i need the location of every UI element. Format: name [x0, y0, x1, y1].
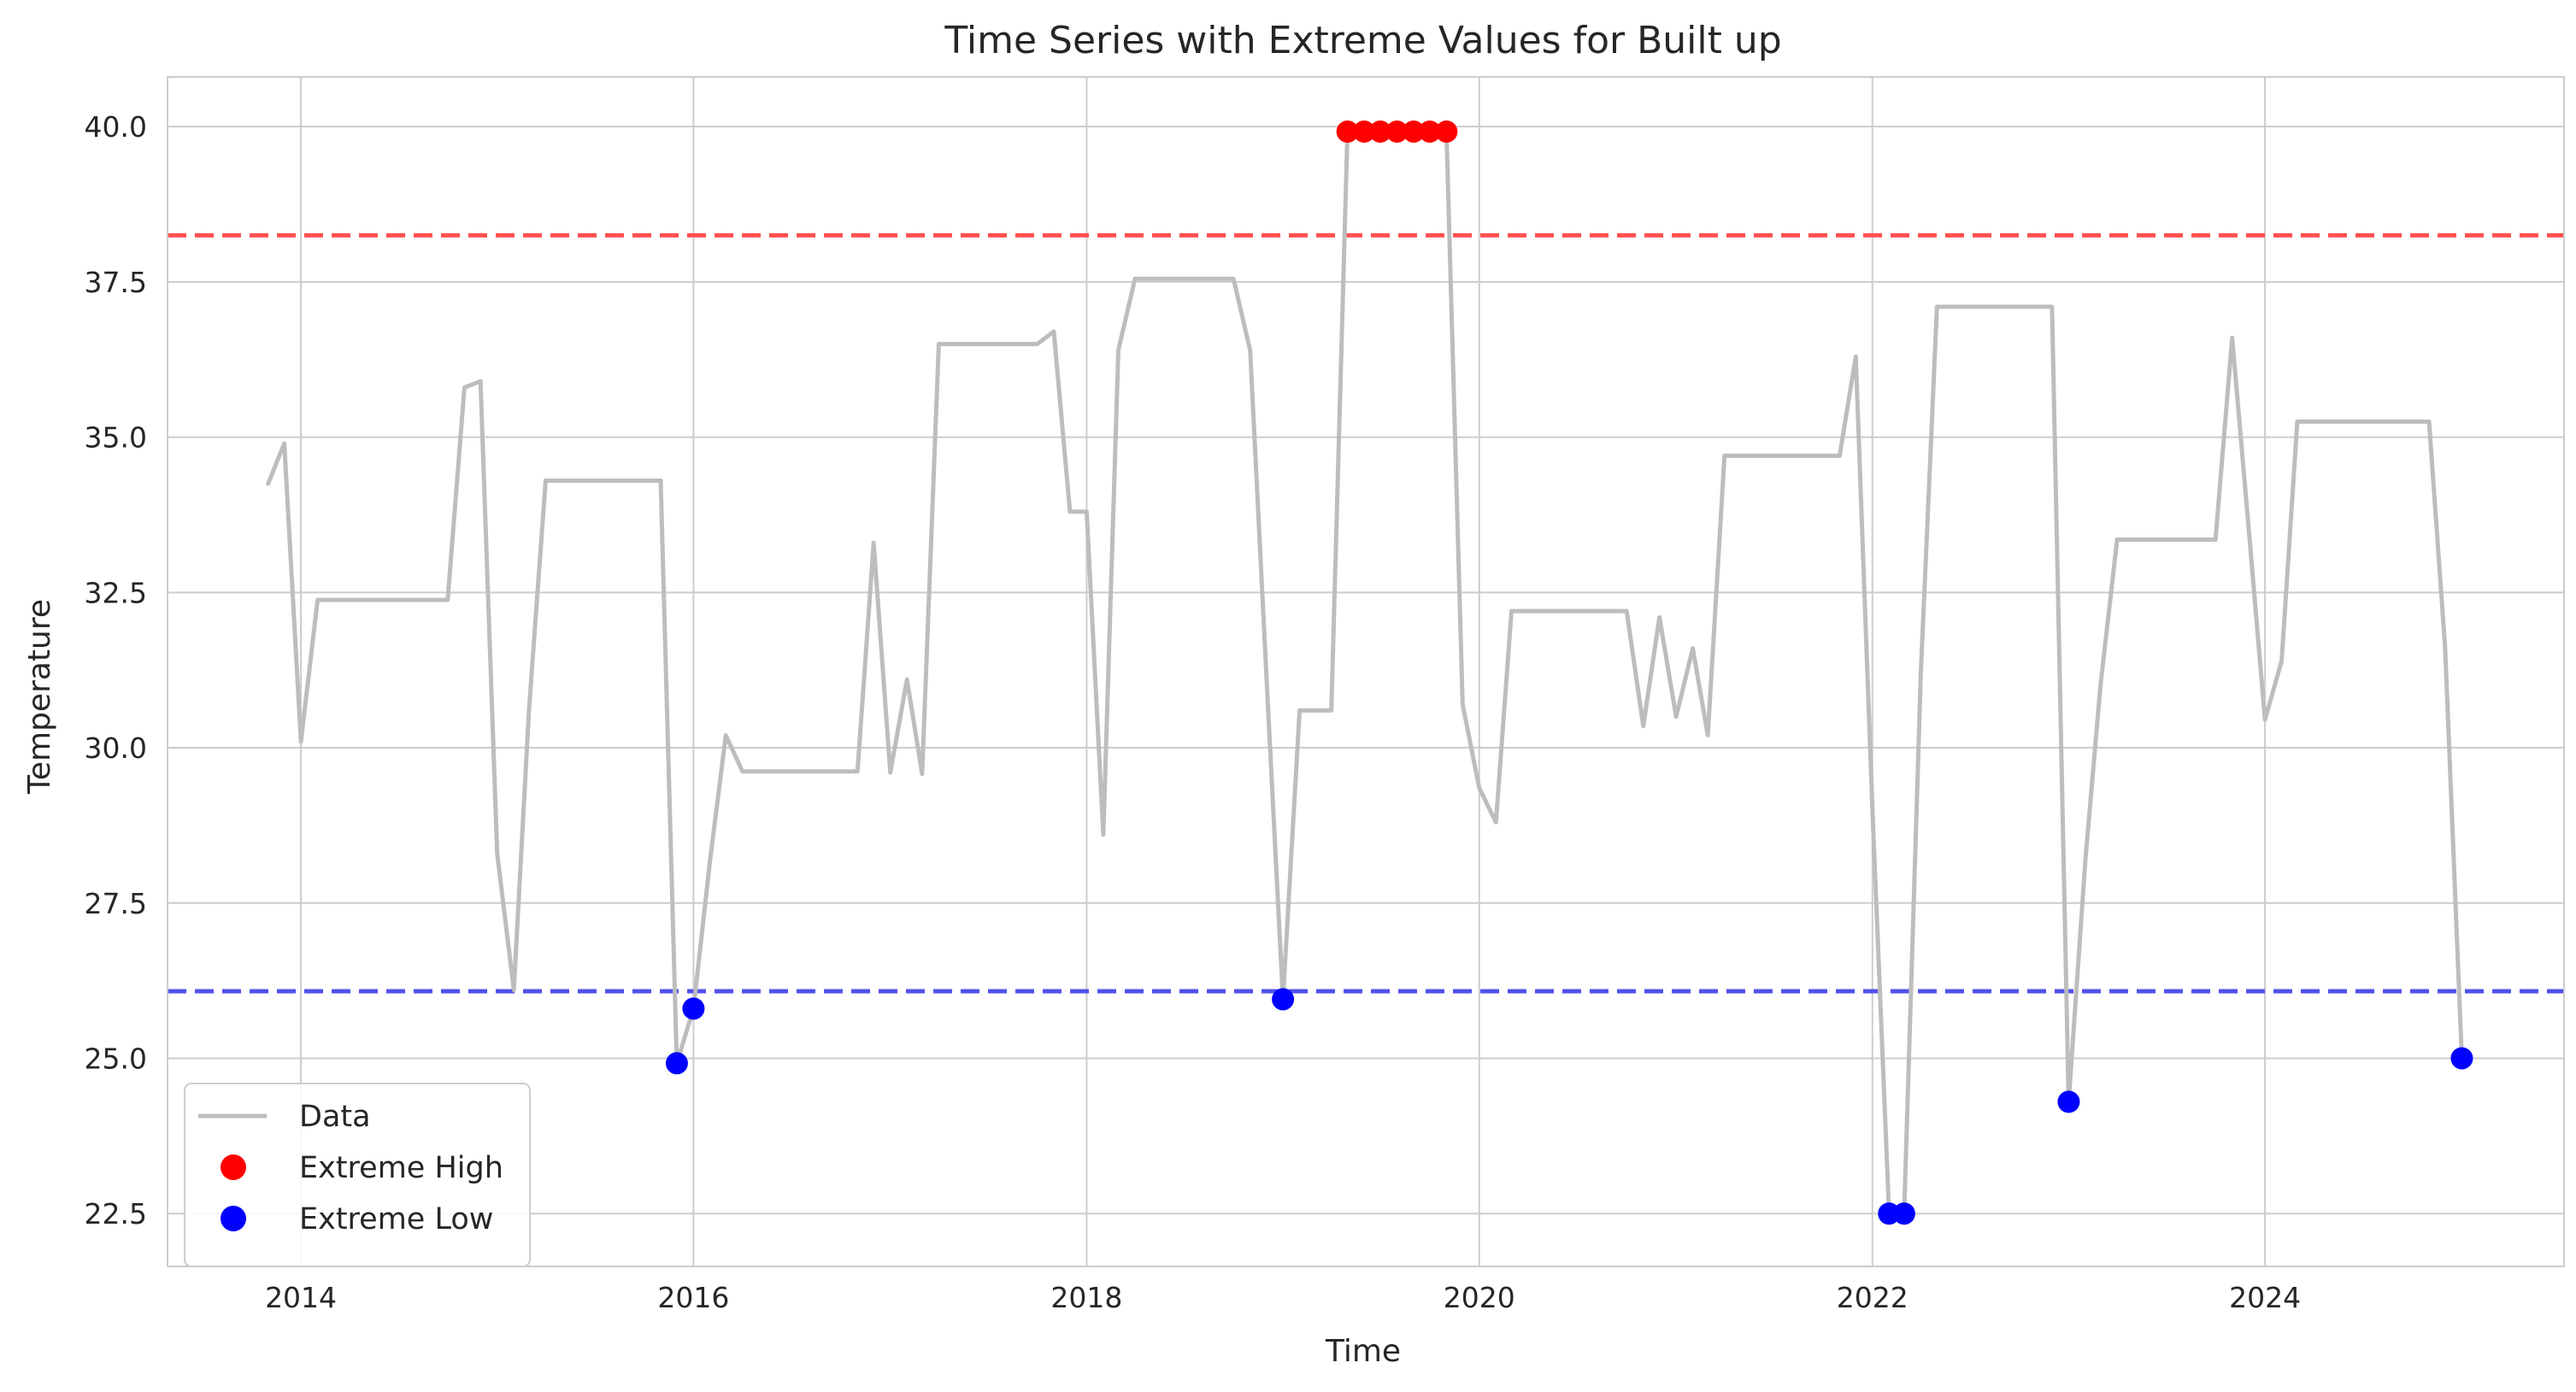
- legend-label-extreme-high: Extreme High: [299, 1151, 503, 1185]
- legend-label-data: Data: [299, 1100, 371, 1134]
- extreme-high-point: [1368, 120, 1391, 143]
- extreme-high-point: [1435, 120, 1458, 143]
- y-tick-label: 35.0: [85, 421, 147, 455]
- tick-labels: 2014 2016 2018 2020 2022 2024 22.5 25.0 27.5 30.0…: [85, 110, 2302, 1314]
- chart-title: Time Series with Extreme Values for Buil…: [944, 19, 1781, 62]
- y-tick-label: 30.0: [85, 731, 147, 765]
- extreme-low-point: [1892, 1202, 1915, 1225]
- y-tick-label: 40.0: [85, 110, 147, 144]
- extreme-low-point: [682, 997, 705, 1020]
- y-axis-label: Temperature: [22, 599, 57, 795]
- y-tick-label: 25.0: [85, 1042, 147, 1075]
- x-tick-label: 2024: [2229, 1281, 2301, 1314]
- y-tick-label: 37.5: [85, 266, 147, 299]
- y-tick-label: 32.5: [85, 576, 147, 609]
- extreme-high-point: [1336, 120, 1359, 143]
- extreme-low-point: [2057, 1090, 2080, 1113]
- extreme-high-point: [1403, 120, 1426, 143]
- y-tick-label: 27.5: [85, 887, 147, 920]
- legend-box: [184, 1083, 531, 1267]
- extreme-low-point: [665, 1052, 688, 1075]
- legend-label-extreme-low: Extreme Low: [299, 1202, 493, 1236]
- x-tick-label: 2022: [1837, 1281, 1908, 1314]
- x-axis-label: Time: [1325, 1334, 1401, 1369]
- x-tick-label: 2020: [1444, 1281, 1515, 1314]
- legend-marker-extreme-high: [221, 1154, 246, 1180]
- x-tick-label: 2014: [265, 1281, 337, 1314]
- y-tick-label: 22.5: [85, 1197, 147, 1230]
- extreme-low-point: [1272, 988, 1295, 1011]
- extreme-low-point: [2450, 1047, 2473, 1070]
- reference-lines: [168, 232, 2564, 994]
- extreme-high-point: [1353, 120, 1376, 143]
- x-tick-label: 2016: [657, 1281, 729, 1314]
- legend: Data Extreme High Extreme Low: [184, 1083, 531, 1267]
- plot-frame: [167, 76, 2565, 1267]
- extreme-high-point: [1418, 120, 1441, 143]
- legend-marker-extreme-low: [221, 1206, 246, 1231]
- extreme-high-point: [1385, 120, 1409, 143]
- marker-layer: [665, 120, 2473, 1225]
- x-tick-label: 2018: [1050, 1281, 1122, 1314]
